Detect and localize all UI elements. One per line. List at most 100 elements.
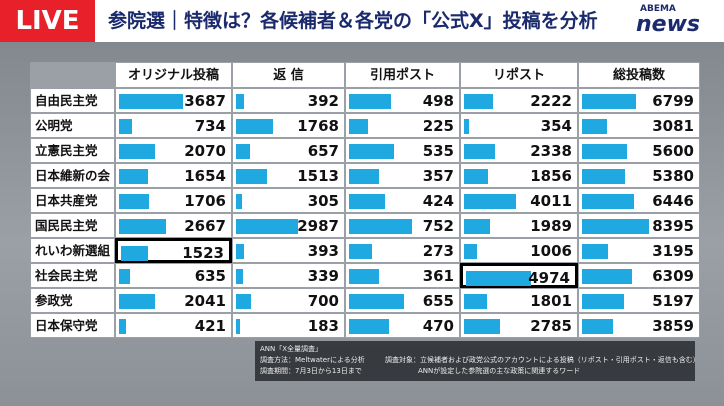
value-cell: 392	[232, 88, 345, 113]
table: オリジナル投稿返 信引用ポスト リポスト 総投稿数 自由民主党 3687 392 498 22…	[30, 62, 700, 338]
value: 752	[422, 217, 454, 235]
note: ANN「X全量調査」	[260, 345, 323, 353]
value-cell: 361	[345, 263, 460, 288]
value-bar	[236, 169, 268, 184]
value-cell: 2667	[115, 213, 232, 238]
note: ANNが設定した参院選の主な政策に関連するワード	[418, 367, 581, 375]
value: 2222	[530, 92, 572, 110]
column-header: 返 信	[232, 62, 345, 88]
value-bar	[236, 244, 245, 259]
value-bar	[236, 269, 244, 284]
party-name: 立憲民主党	[30, 138, 115, 163]
value-bar	[349, 169, 380, 184]
value: 498	[422, 92, 454, 110]
value: 1513	[297, 167, 339, 185]
party-name: 日本保守党	[30, 313, 115, 338]
value-cell: 2070	[115, 138, 232, 163]
party-name: 社会民主党	[30, 263, 115, 288]
note: 調査対象：立候補者および政党公式のアカウントによる投稿（リポスト・引用ポスト・返…	[385, 356, 700, 364]
value-cell: 183	[232, 313, 345, 338]
value-cell: 5600	[578, 138, 700, 163]
value-bar	[464, 144, 495, 159]
value-cell: 657	[232, 138, 345, 163]
value-cell: 535	[345, 138, 460, 163]
party-name: 公明党	[30, 113, 115, 138]
value-bar	[349, 319, 389, 334]
value: 183	[307, 317, 339, 335]
value-cell: 1989	[460, 213, 578, 238]
value: 393	[307, 242, 339, 260]
value-cell: 5197	[578, 288, 700, 313]
value-bar	[349, 269, 380, 284]
value: 3195	[652, 242, 694, 260]
value-cell: 2987	[232, 213, 345, 238]
value: 4974	[528, 269, 570, 287]
value-cell: 1768	[232, 113, 345, 138]
value-bar	[349, 219, 413, 234]
note: 調査方法：Meltwaterによる分析	[260, 356, 365, 364]
live-badge: LIVE	[0, 0, 95, 42]
logo-top: ABEMA	[640, 4, 676, 14]
notes-box	[255, 341, 695, 381]
column-header: 総投稿数	[578, 62, 700, 88]
value: 655	[422, 292, 454, 310]
value-cell: 6446	[578, 188, 700, 213]
value: 2070	[184, 142, 226, 160]
party-name: 日本共産党	[30, 188, 115, 213]
value-bar	[464, 119, 469, 134]
value-bar	[121, 246, 148, 261]
value-bar	[464, 169, 489, 184]
value-bar	[582, 294, 624, 309]
value-cell: 734	[115, 113, 232, 138]
value-bar	[349, 194, 385, 209]
value-bar	[236, 319, 240, 334]
value-bar	[582, 219, 650, 234]
value-cell: 354	[460, 113, 578, 138]
value-bar	[464, 219, 490, 234]
value-cell: 305	[232, 188, 345, 213]
value: 5380	[652, 167, 694, 185]
value-bar	[119, 319, 127, 334]
value: 1523	[182, 244, 224, 262]
value-cell: 498	[345, 88, 460, 113]
value-cell: 3081	[578, 113, 700, 138]
value-bar	[464, 294, 488, 309]
value: 5197	[652, 292, 694, 310]
column-header: オリジナル投稿	[115, 62, 232, 88]
value: 225	[422, 117, 454, 135]
value-bar	[464, 319, 501, 334]
value: 6309	[652, 267, 694, 285]
value-bar	[119, 119, 132, 134]
value-cell: 273	[345, 238, 460, 263]
value-bar	[582, 244, 608, 259]
value-cell: 655	[345, 288, 460, 313]
value: 470	[422, 317, 454, 335]
value-bar	[236, 219, 299, 234]
value-cell: 2785	[460, 313, 578, 338]
value: 2338	[530, 142, 572, 160]
value-cell: 6309	[578, 263, 700, 288]
value-bar	[349, 294, 405, 309]
value: 392	[307, 92, 339, 110]
value-bar	[119, 269, 131, 284]
value: 1856	[530, 167, 572, 185]
value: 1801	[530, 292, 572, 310]
header-bar	[0, 0, 724, 42]
value: 421	[194, 317, 226, 335]
value-cell: 470	[345, 313, 460, 338]
value: 2785	[530, 317, 572, 335]
value-cell: 357	[345, 163, 460, 188]
party-name: 自由民主党	[30, 88, 115, 113]
value-bar	[236, 294, 251, 309]
value-bar	[464, 194, 517, 209]
value: 354	[540, 117, 572, 135]
value: 5600	[652, 142, 694, 160]
value-cell: 3195	[578, 238, 700, 263]
value-bar	[582, 119, 607, 134]
value-cell: 424	[345, 188, 460, 213]
value-bar	[582, 319, 613, 334]
value: 1768	[297, 117, 339, 135]
value-bar	[236, 94, 245, 109]
value-cell: 1654	[115, 163, 232, 188]
value-cell: 1513	[232, 163, 345, 188]
